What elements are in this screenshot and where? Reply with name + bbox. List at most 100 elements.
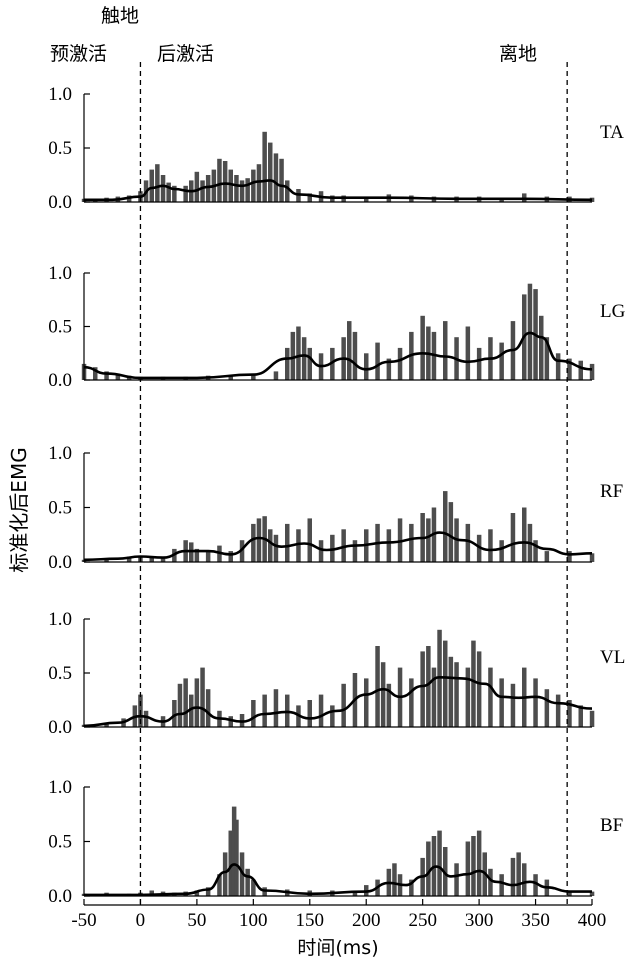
x-tick-label: 0 (136, 910, 146, 931)
emg-bar (476, 534, 482, 563)
emg-bar (160, 556, 166, 562)
emg-bar (256, 164, 262, 202)
emg-bar (589, 710, 595, 727)
x-tick-label: -50 (71, 910, 96, 931)
emg-bar (251, 523, 256, 562)
emg-bar (217, 158, 222, 202)
emg-bar (268, 142, 273, 202)
smooth-envelope-line (84, 179, 593, 202)
emg-bar (420, 315, 425, 380)
emg-bar (307, 347, 312, 380)
emg-bar (217, 874, 222, 896)
emg-bar (228, 716, 233, 727)
y-tick-label: 1.0 (48, 84, 72, 105)
y-tick-label: 0.5 (48, 317, 72, 338)
emg-bar (166, 182, 171, 202)
muscle-label-bf: BF (600, 815, 623, 836)
emg-bar (397, 347, 403, 380)
emg-bar (454, 662, 459, 727)
emg-bar (533, 678, 538, 727)
y-tick-label: 1.0 (48, 443, 72, 464)
x-tick-label: 50 (187, 910, 206, 931)
emg-bar (426, 841, 431, 896)
emg-bar (352, 890, 358, 896)
emg-bar (104, 371, 109, 380)
emg-bar (488, 667, 493, 727)
emg-bar (262, 694, 267, 727)
panel-bf: 0.0 0.5 1.0 BF (48, 777, 623, 907)
muscle-label-rf: RF (600, 481, 623, 502)
emg-bar (200, 667, 205, 727)
x-tick-label: 350 (521, 910, 550, 931)
emg-bar (149, 890, 154, 896)
muscle-label-lg: LG (600, 301, 626, 322)
emg-bar (239, 180, 245, 202)
emg-bar (205, 887, 211, 896)
y-tick-label: 0.0 (48, 370, 72, 391)
emg-bar (352, 540, 358, 562)
y-tick-label: 1.0 (48, 777, 72, 798)
emg-bar (465, 523, 471, 562)
x-tick-label: 150 (296, 910, 325, 931)
emg-bar (352, 331, 358, 380)
emg-bar (522, 863, 527, 896)
emg-bar (194, 678, 200, 727)
emg-bar (183, 678, 188, 727)
emg-bar (251, 879, 256, 896)
emg-bar (160, 175, 166, 202)
emg-bar (285, 180, 290, 202)
emg-bar (386, 529, 392, 562)
emg-bar (589, 363, 595, 380)
emg-bar (567, 700, 572, 727)
y-tick-label: 0.0 (48, 552, 72, 573)
emg-bar (268, 529, 273, 562)
emg-bar (104, 558, 109, 562)
emg-bar (375, 646, 380, 727)
emg-bar (104, 723, 109, 727)
emg-bar (567, 890, 572, 896)
emg-bar (448, 656, 454, 727)
emg-bar (589, 553, 595, 562)
emg-bar (409, 879, 414, 896)
emg-bar (330, 705, 335, 727)
emg-bar (318, 540, 324, 562)
emg-bar (499, 540, 504, 562)
panel-vl: 0.0 0.5 1.0 VL (48, 609, 625, 738)
emg-bar (290, 331, 296, 380)
emg-bar (341, 529, 346, 562)
post-activation-label: 后激活 (157, 43, 214, 65)
y-tick-label: 0.0 (48, 886, 72, 907)
vertical-markers (139, 62, 568, 905)
emg-bar (544, 337, 550, 380)
emg-bar (488, 529, 493, 562)
emg-bar (194, 548, 200, 562)
emg-bar (555, 694, 561, 727)
smooth-envelope-line (84, 863, 592, 897)
emg-bar (228, 169, 233, 202)
emg-bar (522, 507, 527, 562)
emg-bar (488, 868, 493, 897)
emg-bar (307, 518, 312, 562)
emg-bar (555, 353, 561, 381)
emg-bar (307, 193, 312, 202)
x-axis-label: 时间(ms) (297, 937, 378, 959)
emg-bar (471, 836, 476, 896)
emg-bar (567, 358, 572, 380)
emg-bar (476, 830, 482, 896)
emg-bar (228, 830, 233, 896)
emg-bar (93, 367, 98, 380)
x-axis: -50 0 50 100 150 200 250 300 350 400 (71, 899, 606, 931)
emg-bar (476, 347, 482, 380)
emg-bar (539, 315, 544, 380)
emg-bar (228, 551, 233, 562)
emg-bar (143, 710, 149, 727)
emg-bar (262, 131, 267, 202)
pre-activation-label: 预激活 (50, 43, 107, 65)
emg-bar (465, 326, 471, 380)
emg-bar (533, 540, 538, 562)
emg-bar (544, 689, 550, 727)
emg-bar (386, 358, 392, 380)
emg-bar (476, 651, 482, 727)
emg-bar (426, 646, 431, 727)
emg-bar (443, 491, 448, 562)
